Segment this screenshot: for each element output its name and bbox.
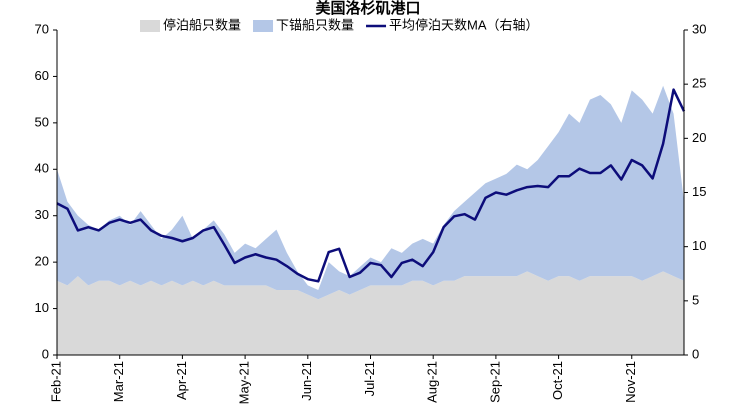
x-tick-label: May-21 <box>237 361 252 404</box>
legend-swatch <box>140 20 160 32</box>
legend-label: 平均停泊天数MA（右轴） <box>389 17 539 32</box>
y-tick-label: 10 <box>35 300 49 315</box>
y2-tick-label: 25 <box>692 76 706 91</box>
y2-tick-label: 5 <box>692 292 699 307</box>
y-tick-label: 40 <box>35 161 49 176</box>
y-tick-label: 20 <box>35 254 49 269</box>
x-tick-label: Nov-21 <box>623 361 638 403</box>
legend-label: 下锚船只数量 <box>276 17 354 32</box>
area <box>57 85 684 300</box>
x-tick-label: Aug-21 <box>425 361 440 403</box>
y-tick-label: 30 <box>35 207 49 222</box>
area <box>57 271 684 355</box>
x-tick-label: Mar-21 <box>111 361 126 402</box>
x-tick-label: Jun-21 <box>299 361 314 401</box>
y-tick-label: 70 <box>35 21 49 36</box>
y2-tick-label: 20 <box>692 130 706 145</box>
y2-tick-label: 10 <box>692 238 706 253</box>
y-tick-label: 0 <box>42 346 49 361</box>
x-tick-label: Apr-21 <box>174 361 189 400</box>
y2-tick-label: 15 <box>692 184 706 199</box>
x-tick-label: Oct-21 <box>550 361 565 400</box>
y2-tick-label: 30 <box>692 21 706 36</box>
line <box>56 88 686 283</box>
y2-tick-label: 0 <box>692 346 699 361</box>
x-tick-label: Sep-21 <box>487 361 502 403</box>
y-tick-label: 60 <box>35 68 49 83</box>
x-tick-label: Jul-21 <box>362 361 377 396</box>
chart-title: 美国洛杉矶港口 <box>315 0 420 17</box>
legend-label: 停泊船只数量 <box>163 17 241 32</box>
legend-swatch <box>253 20 274 32</box>
x-tick-label: Feb-21 <box>48 361 63 402</box>
y-tick-label: 50 <box>35 114 49 129</box>
